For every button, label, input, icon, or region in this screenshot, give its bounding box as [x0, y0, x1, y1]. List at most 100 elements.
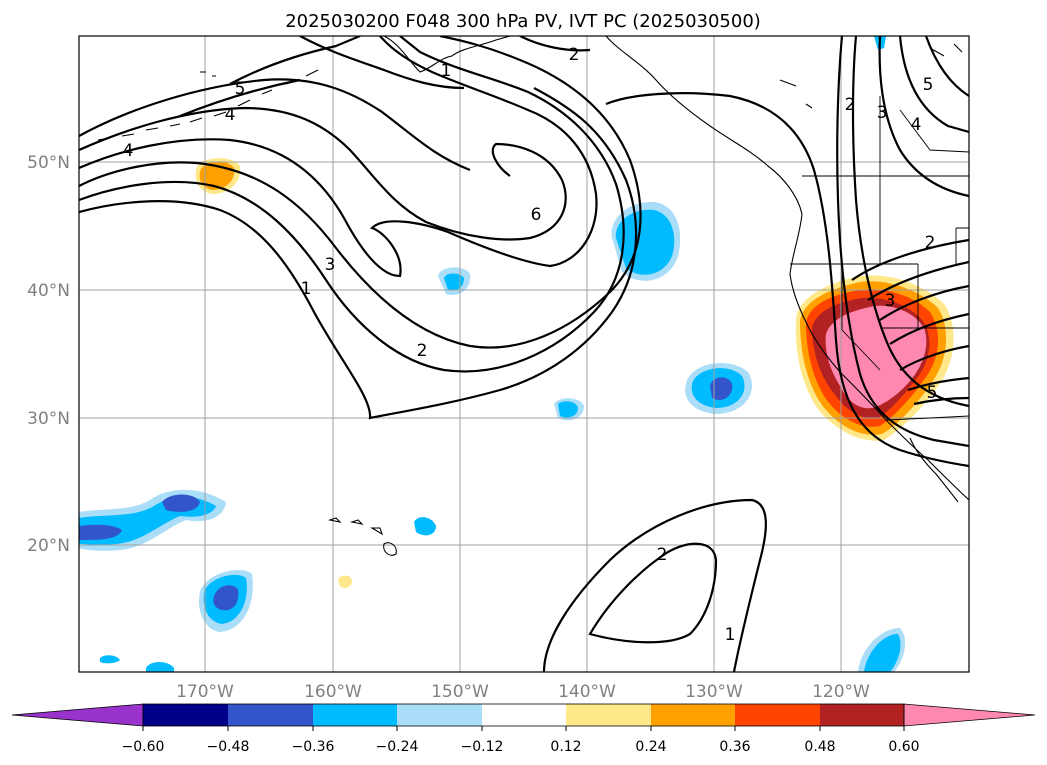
colorbar-segment — [313, 704, 397, 726]
contour-line — [542, 498, 767, 672]
lon-label: 120°W — [812, 682, 870, 702]
contour-line — [913, 396, 969, 406]
contour-label: 1 — [725, 625, 736, 645]
contour-label: 5 — [235, 79, 246, 99]
canada-province-borders — [879, 96, 969, 176]
contour-line — [519, 36, 591, 52]
colorbar-tick-label: −0.48 — [207, 739, 250, 755]
contour-line — [79, 87, 638, 420]
hawaii-islands — [327, 517, 397, 556]
contour-label: 6 — [531, 205, 542, 225]
pv-contours — [79, 36, 969, 672]
colorbar-segment — [566, 704, 651, 726]
colorbar-over-extension — [903, 703, 1036, 727]
latitude-labels: 50°N 40°N 30°N 20°N — [27, 153, 70, 556]
colorbar-tick-label: −0.60 — [122, 739, 165, 755]
lat-label: 50°N — [27, 153, 70, 173]
map-title: 2025030200 F048 300 hPa PV, IVT PC (2025… — [285, 11, 761, 32]
contour-line — [867, 260, 969, 301]
contour-line — [851, 36, 969, 408]
contour-label: 3 — [325, 255, 336, 275]
contour-line — [879, 284, 969, 321]
lat-label: 20°N — [27, 536, 70, 556]
lon-label: 130°W — [685, 682, 743, 702]
contour-label: 4 — [911, 115, 922, 135]
positive-anomaly-blob — [338, 575, 352, 588]
contour-line — [924, 36, 969, 97]
colorbar-segment — [651, 704, 735, 726]
colorbar-segment — [735, 704, 820, 726]
contour-label: 4 — [123, 141, 134, 161]
contour-line — [179, 78, 301, 118]
colorbar-segment — [228, 704, 313, 726]
colorbar: −0.60 −0.48 −0.36 −0.24 −0.12 0.12 0.24 … — [11, 703, 1036, 755]
contour-line — [79, 78, 471, 172]
colorbar-tick-label: −0.12 — [461, 739, 504, 755]
longitude-labels: 170°W 160°W 150°W 140°W 130°W 120°W — [176, 682, 870, 702]
contour-line — [899, 344, 969, 371]
contour-label: 2 — [925, 233, 936, 253]
contour-line — [79, 36, 598, 278]
contour-label: 3 — [885, 291, 896, 311]
colorbar-under-extension — [11, 703, 144, 727]
contour-label: 5 — [923, 75, 934, 95]
contour-label: 2 — [657, 545, 668, 565]
contour-line — [836, 36, 969, 448]
colorbar-segment — [143, 704, 228, 726]
negative-anomaly-core — [414, 517, 436, 536]
colorbar-tick-label: 0.60 — [888, 739, 919, 755]
contour-line — [299, 36, 465, 90]
negative-anomaly-core — [864, 634, 901, 672]
colorbar-tick-label: 0.48 — [804, 739, 835, 755]
colorbar-tick-label: −0.24 — [376, 739, 419, 755]
contour-line — [229, 36, 361, 85]
coastlines — [97, 36, 969, 556]
contour-line — [851, 238, 969, 281]
baja-coast — [909, 437, 959, 503]
contour-label: 2 — [569, 45, 580, 65]
contour-line — [878, 36, 969, 198]
contour-label: 2 — [845, 95, 856, 115]
state-borders — [790, 176, 969, 371]
negative-anomaly-strong — [710, 377, 733, 401]
contour-line — [605, 92, 969, 468]
lat-label: 30°N — [27, 409, 70, 429]
colorbar-tick-label: 0.12 — [550, 739, 581, 755]
negative-anomaly-strong — [213, 585, 239, 611]
contour-label: 5 — [927, 383, 938, 403]
map-panel: 1 2 4 5 4 3 1 6 2 2 3 2 3 4 5 5 2 1 — [78, 35, 970, 673]
contour-line — [79, 36, 642, 349]
islands-small — [200, 43, 963, 109]
lon-label: 140°W — [558, 682, 616, 702]
colorbar-tick-label: 0.36 — [719, 739, 750, 755]
contour-labels: 1 2 4 5 4 3 1 6 2 2 3 2 3 4 5 5 2 1 — [123, 45, 938, 645]
colorbar-tick-label: −0.36 — [292, 739, 335, 755]
lon-label: 150°W — [431, 682, 489, 702]
colorbar-segment — [397, 704, 482, 726]
graticule — [79, 36, 969, 672]
lat-label: 40°N — [27, 281, 70, 301]
contour-label: 1 — [301, 279, 312, 299]
negative-anomaly-core — [444, 273, 464, 291]
contour-label: 4 — [225, 105, 236, 125]
north-america-west-coast — [605, 36, 969, 501]
negative-anomaly-core — [146, 662, 174, 672]
map-frame — [78, 35, 970, 673]
negative-anomaly-strong — [162, 494, 200, 512]
contour-line — [898, 36, 969, 134]
lon-label: 170°W — [176, 682, 234, 702]
contour-line — [907, 376, 969, 392]
contour-label: 1 — [441, 61, 452, 81]
contour-line — [79, 36, 625, 373]
negative-anomaly-core — [615, 209, 675, 275]
colorbar-ticks — [142, 726, 905, 731]
negative-anomaly-core — [100, 655, 120, 664]
lon-label: 160°W — [304, 682, 362, 702]
negative-anomaly-core — [558, 401, 578, 418]
colorbar-segment — [482, 704, 566, 726]
negative-anomaly-strong — [79, 524, 122, 540]
contour-line — [889, 312, 969, 345]
contour-label: 2 — [417, 341, 428, 361]
contour-line — [79, 106, 567, 241]
